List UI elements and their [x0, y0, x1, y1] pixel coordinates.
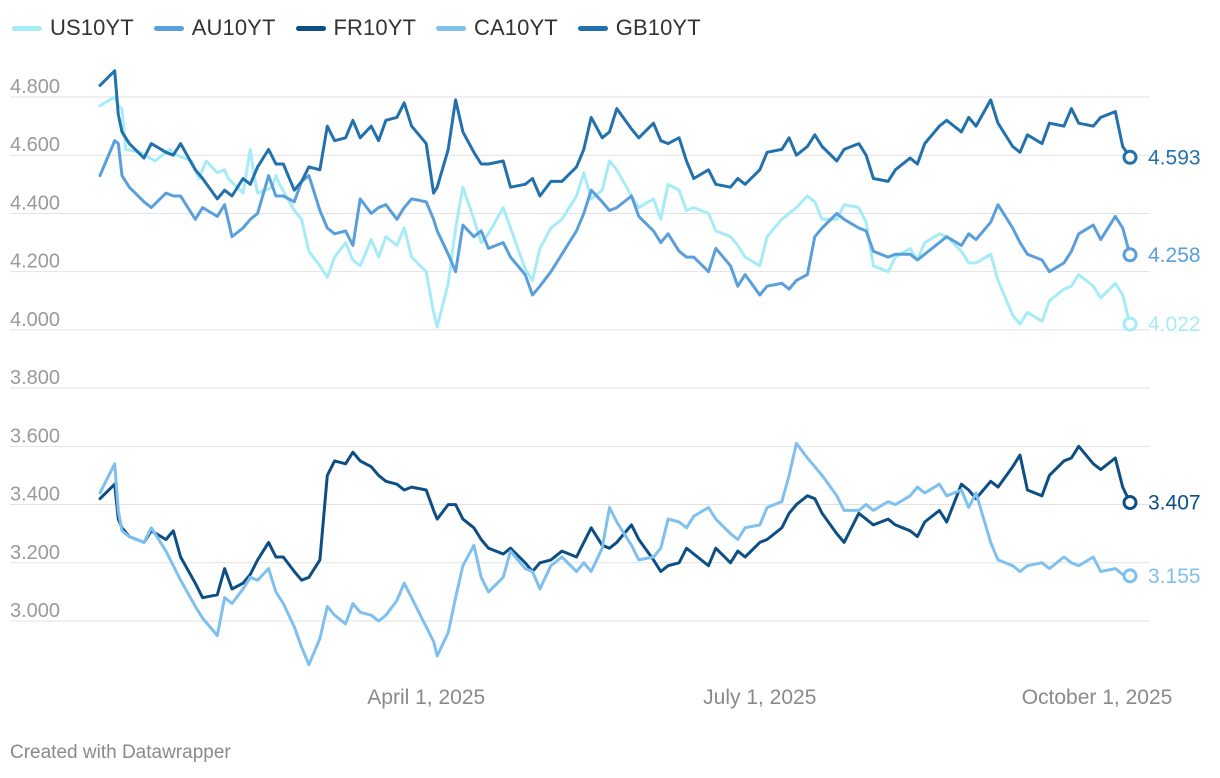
legend-item-fr10yt: FR10YT: [295, 15, 417, 41]
y-tick-label: 3.000: [10, 600, 60, 622]
series-line-fr10yt: [98, 444, 1132, 600]
y-tick-label: 3.200: [10, 542, 60, 564]
end-value-label: 4.593: [1148, 146, 1201, 169]
end-marker-fr10yt: [1122, 495, 1138, 511]
legend-label: FR10YT: [333, 15, 417, 40]
legend-label: CA10YT: [474, 15, 558, 40]
x-tick-label: October 1, 2025: [1022, 686, 1173, 709]
legend-label: GB10YT: [615, 15, 701, 40]
legend-swatch: [153, 25, 184, 31]
legend-label: US10YT: [50, 15, 134, 40]
y-tick-label: 4.200: [10, 251, 60, 273]
y-tick-label: 3.800: [10, 367, 60, 389]
credit-text: Created with Datawrapper: [10, 742, 231, 763]
series-line-ca10yt: [98, 441, 1132, 667]
end-marker-au10yt: [1122, 247, 1138, 263]
legend-swatch: [436, 25, 467, 31]
y-tick-label: 3.600: [10, 425, 60, 447]
gridlines: [10, 96, 1150, 622]
legend-item-gb10yt: GB10YT: [577, 15, 701, 41]
legend-swatch: [12, 25, 42, 31]
end-value-label: 3.407: [1148, 492, 1201, 515]
y-axis-ticks: 4.800 4.600 4.400 4.200 4.000 3.800 3.600 3.400…: [10, 76, 60, 622]
end-markers: 4.022 4.258 3.407 3.155 4.593: [1122, 146, 1201, 588]
end-marker-us10yt: [1122, 316, 1138, 332]
y-tick-label: 4.800: [10, 76, 60, 98]
y-tick-label: 4.600: [10, 134, 60, 156]
end-value-label: 4.022: [1148, 313, 1201, 336]
series-line-gb10yt: [98, 69, 1132, 201]
series-line-us10yt: [98, 95, 1132, 329]
x-tick-label: April 1, 2025: [367, 686, 485, 709]
x-axis-ticks: April 1, 2025 July 1, 2025 October 1, 2025: [367, 686, 1172, 709]
legend-label: AU10YT: [191, 15, 276, 40]
end-value-label: 3.155: [1148, 565, 1201, 588]
y-tick-label: 3.400: [10, 484, 60, 506]
end-marker-gb10yt: [1122, 149, 1138, 165]
legend-swatch: [295, 25, 326, 31]
series-lines: [98, 69, 1132, 667]
y-tick-label: 4.000: [10, 309, 60, 331]
legend-item-us10yt: US10YT: [12, 15, 134, 41]
x-tick-label: July 1, 2025: [703, 686, 816, 709]
end-marker-ca10yt: [1122, 568, 1138, 584]
y-tick-label: 4.400: [10, 192, 60, 214]
series-line-au10yt: [98, 139, 1132, 297]
end-value-label: 4.258: [1148, 244, 1201, 267]
chart-legend: US10YT AU10YT FR10YT CA10YT GB10YT: [12, 14, 721, 42]
legend-item-ca10yt: CA10YT: [436, 15, 558, 41]
legend-item-au10yt: AU10YT: [153, 15, 276, 41]
legend-swatch: [577, 25, 608, 31]
